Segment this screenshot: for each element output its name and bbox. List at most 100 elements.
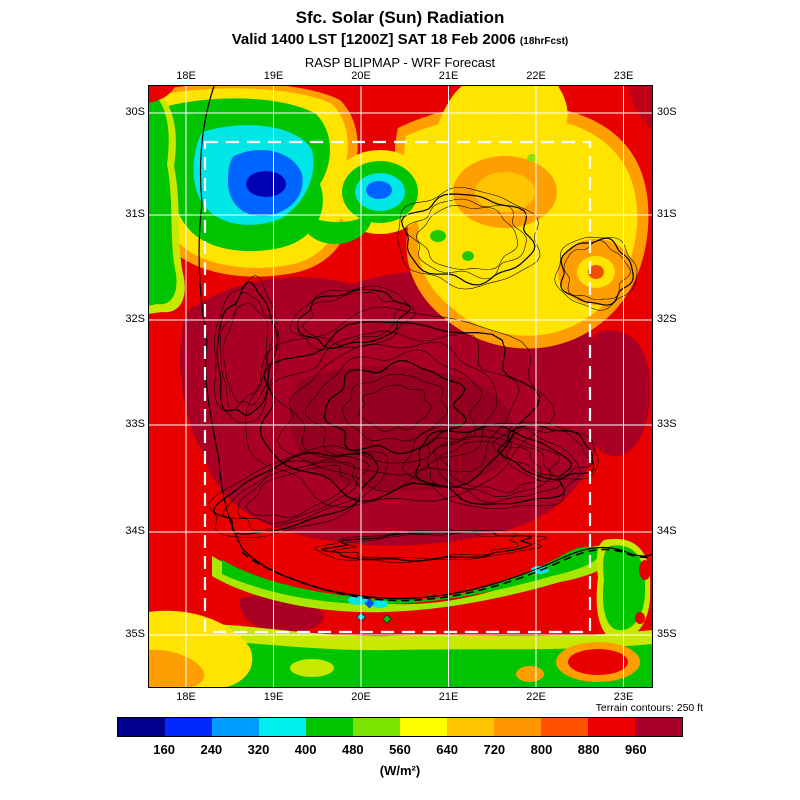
map-border xyxy=(148,85,653,688)
terrain-contour xyxy=(397,187,541,290)
terrain-contour xyxy=(497,424,595,481)
terrain-contour xyxy=(402,422,581,510)
colorbar-tick-label: 400 xyxy=(294,742,317,757)
terrain-contour xyxy=(433,436,552,498)
terrain-contour xyxy=(220,292,275,411)
colorbar-tick-label: 320 xyxy=(247,742,270,757)
lat-tick-label: 32S xyxy=(657,313,677,325)
lat-tick-label: 31S xyxy=(657,208,677,220)
terrain-contour xyxy=(331,532,520,560)
colorbar-tick-label: 720 xyxy=(483,742,506,757)
terrain-contour xyxy=(289,285,416,350)
colorbar-tick-label: 880 xyxy=(577,742,600,757)
terrain-contour xyxy=(321,530,533,562)
colorbar-tick-label: 240 xyxy=(200,742,223,757)
radiation-map-svg xyxy=(147,82,653,688)
lat-tick-label: 35S xyxy=(657,628,677,640)
coastline xyxy=(198,85,653,600)
lon-tick-label: 22E xyxy=(526,691,546,703)
lat-tick-label: 32S xyxy=(125,313,145,325)
terrain-contour xyxy=(358,384,432,432)
terrain-contour xyxy=(416,205,519,270)
terrain-contour xyxy=(216,281,279,416)
colorbar-tick-label: 960 xyxy=(624,742,647,757)
lat-tick-label: 30S xyxy=(657,106,677,118)
coastline-layer xyxy=(198,85,653,602)
colorbar-cell xyxy=(494,718,541,736)
terrain-contour xyxy=(492,421,599,482)
terrain-contour xyxy=(415,424,573,505)
forecast-hour-tag: (18hrFcst) xyxy=(519,36,569,47)
colorbar-tick-label: 800 xyxy=(530,742,553,757)
lon-tick-label: 22E xyxy=(526,70,546,82)
terrain-contour xyxy=(213,451,379,535)
units-label: (W/m²) xyxy=(379,763,421,778)
colorbar-cell xyxy=(118,718,165,736)
terrain-contours-note: Terrain contours: 250 ft xyxy=(595,702,703,714)
terrain-contour xyxy=(245,307,555,508)
terrain-contour xyxy=(269,331,520,493)
colorbar-tick-label: 560 xyxy=(389,742,411,757)
lon-tick-label: 18E xyxy=(176,691,196,703)
south-coast-dashed-line xyxy=(241,548,653,602)
terrain-contour xyxy=(214,275,281,424)
terrain-contour xyxy=(560,237,634,306)
lat-tick-label: 30S xyxy=(125,106,145,118)
lon-tick-label: 19E xyxy=(263,70,284,82)
colorbar-cell xyxy=(259,718,306,736)
terrain-contour xyxy=(314,530,548,564)
lon-tick-label: 23E xyxy=(613,70,634,82)
lon-tick-label: 21E xyxy=(438,70,459,82)
valid-time-text: Valid 1400 LST [1200Z] SAT 18 Feb 2006 xyxy=(231,31,516,48)
lon-tick-label: 23E xyxy=(613,691,634,703)
terrain-contour xyxy=(246,465,351,518)
lon-tick-label: 20E xyxy=(351,691,371,703)
terrain-contour xyxy=(400,193,536,286)
terrain-contour xyxy=(506,427,593,477)
terrain-contour xyxy=(222,456,369,532)
colorbar-tick-labels: 160 240 320 400 480 560 640 720 800 880 960 xyxy=(0,742,800,760)
colorbar-cell xyxy=(400,718,447,736)
colorbar-cell xyxy=(588,718,635,736)
colorbar-tick-label: 480 xyxy=(341,742,364,757)
model-line: RASP BLIPMAP - WRF Forecast xyxy=(304,55,496,70)
lon-tick-label: 18E xyxy=(176,70,196,82)
domain-box xyxy=(203,140,592,634)
terrain-contours-layer xyxy=(208,187,638,564)
terrain-contour xyxy=(302,292,403,346)
terrain-contour xyxy=(237,461,357,524)
valid-time-line: Valid 1400 LST [1200Z] SAT 18 Feb 2006 (… xyxy=(0,31,800,48)
terrain-contour xyxy=(439,440,542,493)
terrain-contour xyxy=(259,321,541,503)
colorbar-cell xyxy=(353,718,400,736)
lon-tick-label: 19E xyxy=(263,691,284,703)
colorbar-cell xyxy=(541,718,588,736)
terrain-contour xyxy=(323,360,467,455)
colorbar-tick-label: 160 xyxy=(153,742,176,757)
lat-tick-label: 33S xyxy=(657,418,677,430)
radiation-shading-layer xyxy=(147,82,653,688)
colorbar xyxy=(117,717,683,737)
colorbar-cell xyxy=(635,718,682,736)
grid-layer xyxy=(148,85,652,688)
colorbar-tick-label: 640 xyxy=(436,742,459,757)
page-title: Sfc. Solar (Sun) Radiation xyxy=(295,8,505,27)
colorbar-cell xyxy=(447,718,494,736)
colorbar-cell xyxy=(306,718,353,736)
terrain-contour xyxy=(208,445,389,538)
terrain-contour xyxy=(342,374,449,442)
terrain-contour xyxy=(563,240,631,300)
terrain-contour xyxy=(222,303,268,403)
map-area xyxy=(147,82,653,688)
lon-tick-label: 20E xyxy=(351,70,371,82)
lat-tick-label: 35S xyxy=(125,628,145,640)
lon-tick-label: 21E xyxy=(438,691,459,703)
terrain-contour xyxy=(427,428,562,503)
lat-tick-label: 34S xyxy=(125,525,145,537)
terrain-contour xyxy=(288,342,498,476)
lat-tick-label: 34S xyxy=(657,525,677,537)
terrain-contour xyxy=(297,288,411,349)
colorbar-cell xyxy=(212,718,259,736)
colorbar-cell xyxy=(165,718,212,736)
